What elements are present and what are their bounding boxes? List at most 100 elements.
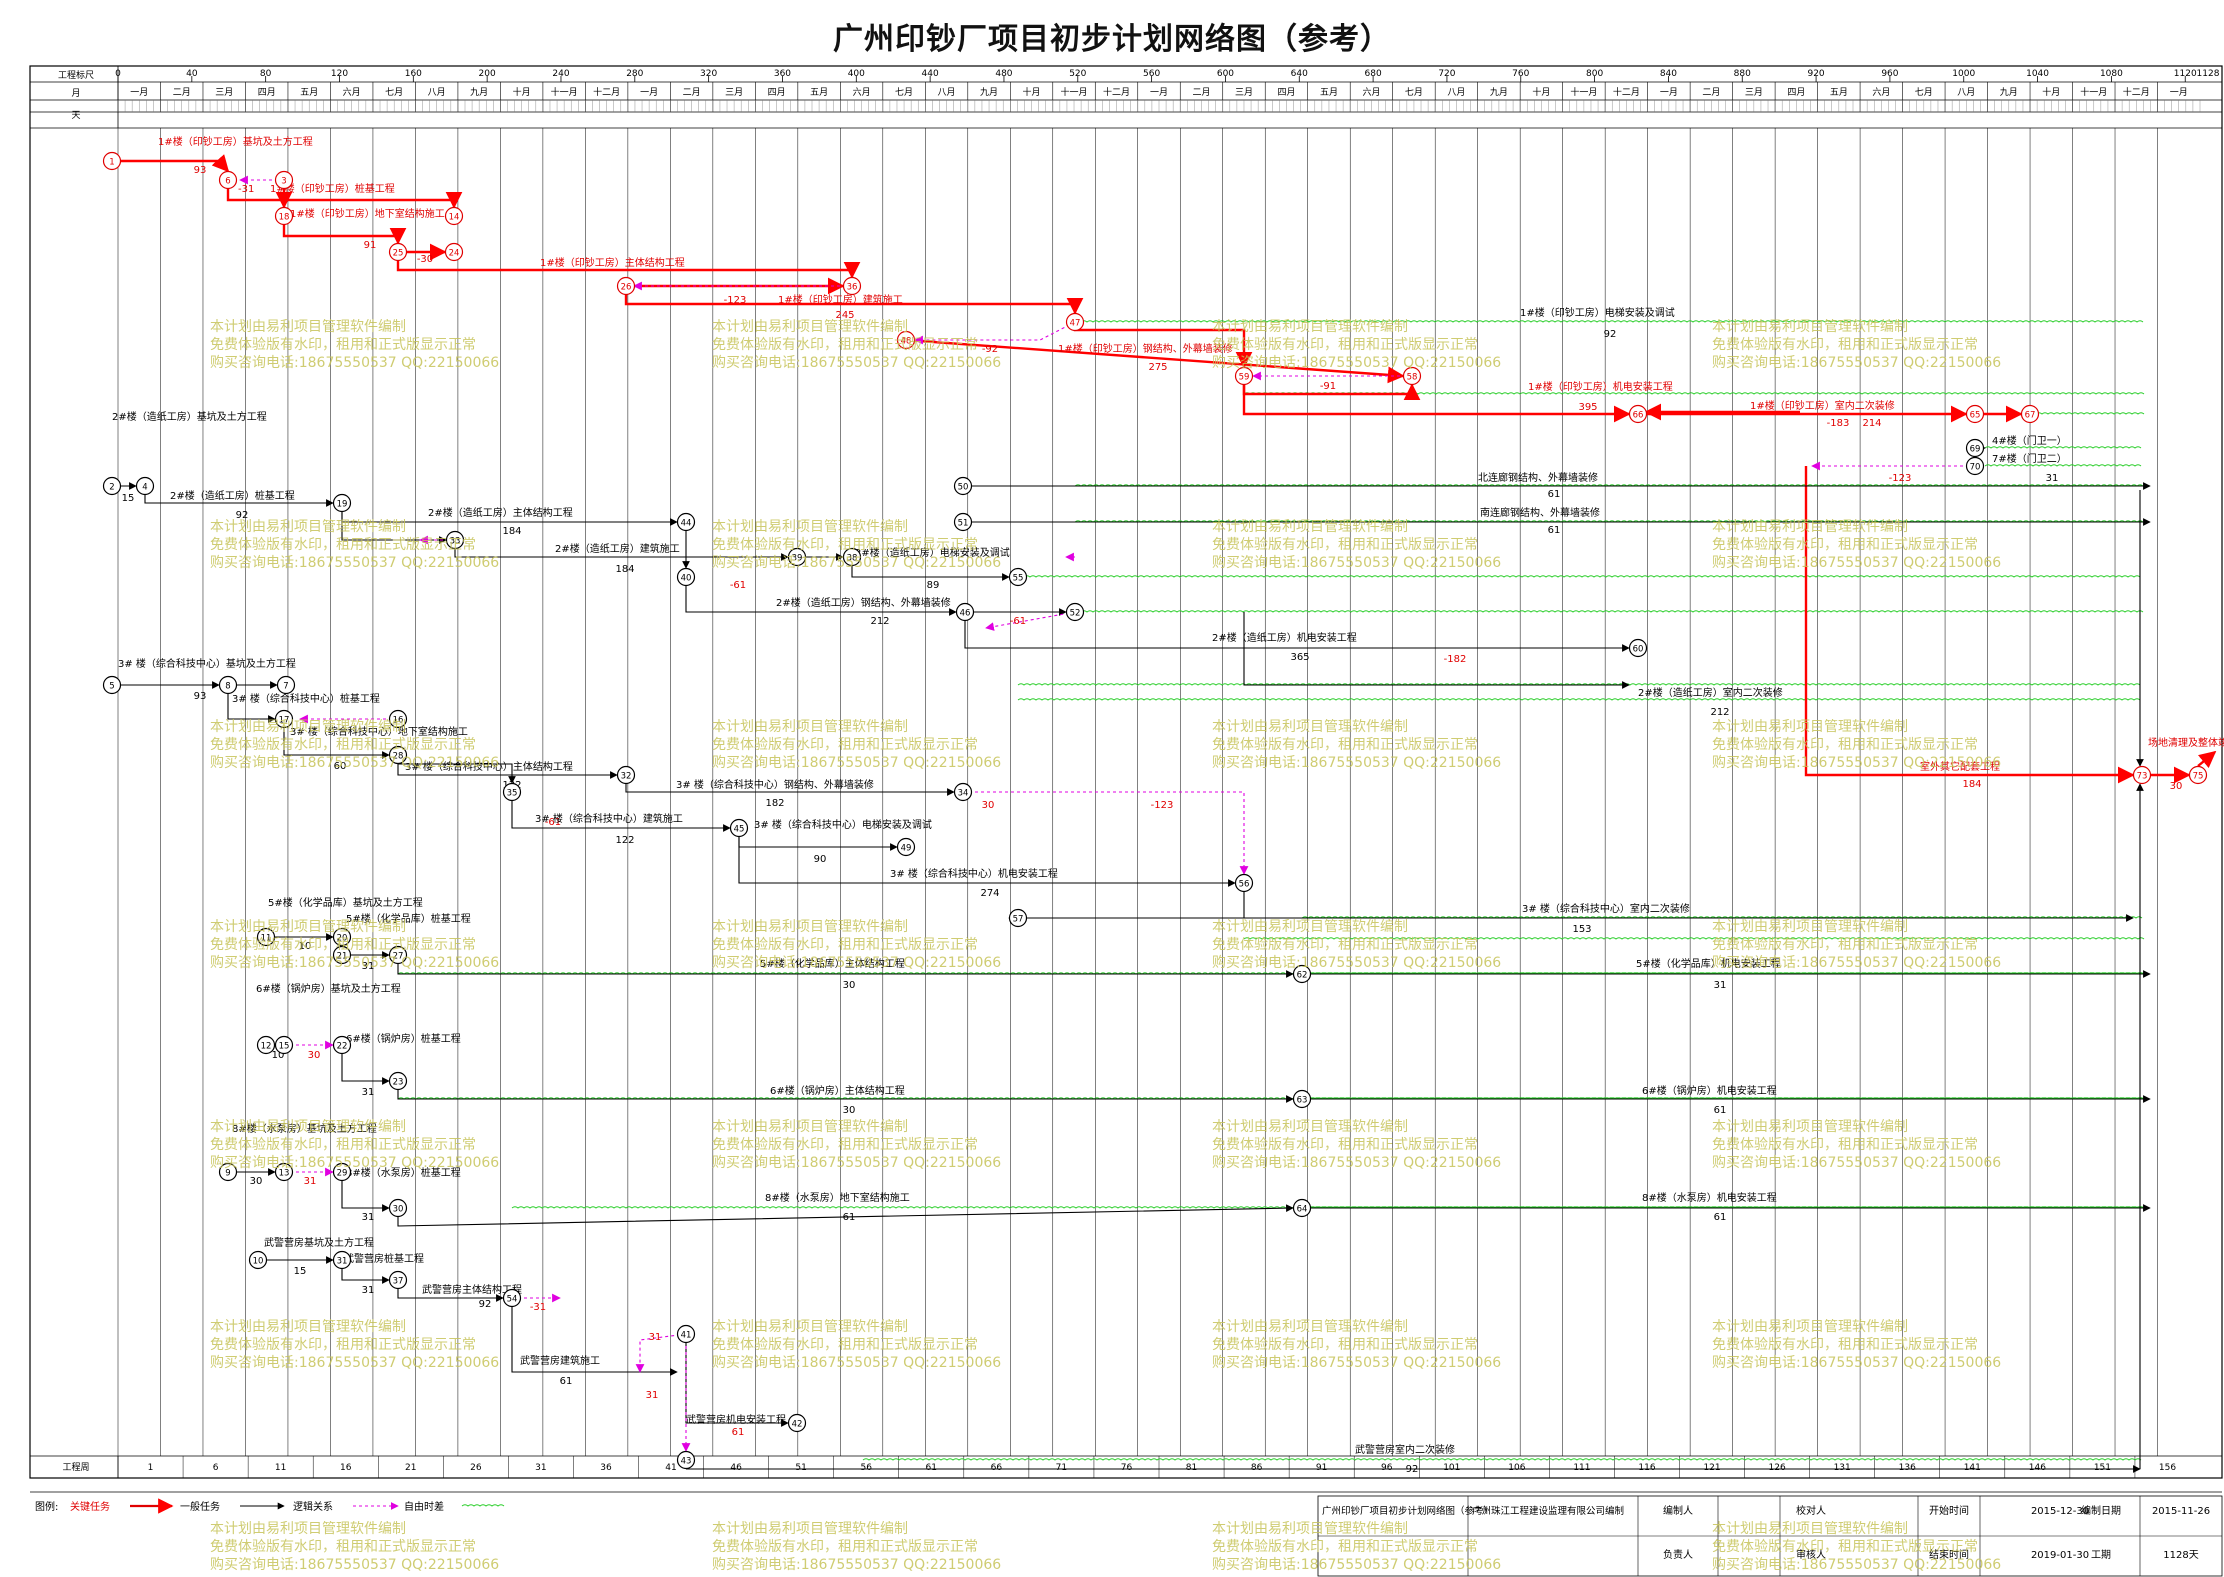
scale-tick-label: 360	[774, 69, 791, 79]
week-cell: 116	[1638, 1463, 1655, 1473]
activity-label: 8#楼（水泵房）桩基工程	[346, 1166, 461, 1179]
activity-label: 武警营房基坑及土方工程	[264, 1236, 374, 1249]
activity-label: 武警营房室内二次装修	[1355, 1443, 1455, 1456]
event-node-number: 27	[393, 952, 404, 962]
week-cell: 156	[2159, 1463, 2176, 1473]
week-cell: 26	[470, 1463, 482, 1473]
event-node-number: 26	[621, 283, 632, 293]
title-block-start-value: 2015-12-30	[2031, 1506, 2089, 1517]
month-label-cell: 三月	[1235, 87, 1253, 98]
float-line	[1984, 446, 2142, 449]
activity-label: 182	[765, 798, 784, 809]
watermark-line: 购买咨询电话:18675550537 QQ:22150066	[210, 1355, 500, 1371]
event-node-circle	[616, 276, 636, 296]
watermark-line: 购买咨询电话:18675550537 QQ:22150066	[712, 1155, 1002, 1171]
event-node-circle	[1065, 312, 1085, 332]
float-line	[1017, 683, 2141, 686]
week-cell: 31	[535, 1463, 546, 1473]
event-node-number: 39	[792, 554, 803, 564]
activity-label: 1#楼（印钞工房）基坑及土方工程	[158, 135, 313, 148]
scale-tick-label: 560	[1143, 69, 1160, 79]
event-node-number: 48	[901, 337, 912, 347]
watermark-line: 购买咨询电话:18675550537 QQ:22150066	[1712, 1557, 2002, 1573]
logic-link	[914, 321, 1076, 345]
activity-label: 30	[843, 980, 856, 991]
activity-label: 89	[927, 580, 940, 591]
watermark-block: 本计划由易利项目管理软件编制 免费体验版有水印，租用和正式版显示正常 购买咨询电话:…	[210, 318, 499, 372]
scale-tick-label: 920	[1807, 69, 1824, 79]
month-label-cell: 一月	[1150, 87, 1168, 98]
scale-tick-label: 120	[331, 69, 348, 79]
activity-label: 3# 楼（综合科技中心）钢结构、外幕墙装修	[676, 778, 874, 791]
week-cell: 106	[1508, 1463, 1525, 1473]
scale-tick-label: 80	[260, 69, 272, 79]
activity-label: 3# 楼（综合科技中心）地下室结构施工	[290, 725, 468, 738]
activity-label: -61	[730, 580, 746, 591]
activity-label: 31	[304, 1176, 317, 1187]
watermark-block: 本计划由易利项目管理软件编制 免费体验版有水印，租用和正式版显示正常 购买咨询电话:…	[1712, 918, 2001, 972]
legend-normal: 一般任务	[180, 1500, 220, 1513]
month-label-cell: 六月	[1362, 86, 1380, 98]
week-cell: 126	[1769, 1463, 1786, 1473]
activity-label: 31	[362, 1087, 375, 1098]
activity-label: -123	[724, 295, 747, 306]
watermark-line: 购买咨询电话:18675550537 QQ:22150066	[1212, 955, 1502, 971]
week-cell: 141	[1964, 1463, 1981, 1473]
activity-label: 61	[1714, 1212, 1727, 1223]
watermark-line: 本计划由易利项目管理软件编制	[1212, 519, 1408, 535]
event-node-number: 65	[1970, 411, 1981, 421]
critical-task	[1242, 385, 1631, 423]
watermark-line: 免费体验版有水印，租用和正式版显示正常	[712, 737, 978, 753]
event-node-circle	[332, 1250, 352, 1270]
month-label-cell: 七月	[895, 87, 913, 98]
month-label-cell: 十一月	[2080, 86, 2107, 98]
activity-label: 2#楼（造纸工房）机电安装工程	[1212, 631, 1357, 644]
watermark-line: 购买咨询电话:18675550537 QQ:22150066	[1212, 1355, 1502, 1371]
watermark-line: 购买咨询电话:18675550537 QQ:22150066	[210, 355, 500, 371]
month-label-cell: 十二月	[2123, 86, 2150, 98]
activity-label: 10	[272, 1050, 285, 1061]
activity-label: 31	[362, 1212, 375, 1223]
watermark-block: 本计划由易利项目管理软件编制 免费体验版有水印，租用和正式版显示正常 购买咨询电话:…	[1712, 718, 2001, 772]
watermark-line: 免费体验版有水印，租用和正式版显示正常	[1212, 1337, 1478, 1353]
normal-task	[341, 1054, 390, 1085]
month-label-cell: 七月	[385, 87, 403, 98]
month-label-cell: 十月	[1023, 86, 1041, 98]
scale-tick-label: 520	[1069, 69, 1086, 79]
scale-end-label: 1128	[2197, 69, 2220, 79]
event-node-number: 47	[1070, 319, 1081, 329]
normal-task	[685, 1343, 789, 1427]
scale-tick-label: 240	[552, 69, 569, 79]
event-node-circle	[332, 1035, 352, 1055]
title-block-duration-label: 工期	[2091, 1549, 2111, 1561]
event-node-circle	[502, 1288, 522, 1308]
activity-label: 31	[1714, 980, 1727, 991]
month-label-cell: 四月	[768, 87, 786, 98]
activity-label: 10	[299, 941, 312, 952]
legend-critical: 关键任务	[70, 1500, 110, 1513]
watermark-line: 免费体验版有水印，租用和正式版显示正常	[210, 937, 476, 953]
event-node-number: 62	[1297, 971, 1308, 981]
normal-task	[397, 1289, 504, 1302]
normal-task	[964, 621, 1630, 652]
activity-label: 15	[122, 493, 135, 504]
float-line	[2029, 412, 2145, 415]
normal-task	[685, 586, 957, 616]
legend-logic: 逻辑关系	[293, 1500, 333, 1513]
watermark-line: 免费体验版有水印，租用和正式版显示正常	[1712, 1137, 1978, 1153]
event-node-circle	[616, 765, 636, 785]
event-node-circle	[953, 512, 973, 532]
scale-tick-label: 760	[1512, 69, 1529, 79]
month-label-cell: 十一月	[1061, 86, 1088, 98]
event-node-circle	[256, 1035, 276, 1055]
watermark-line: 购买咨询电话:18675550537 QQ:22150066	[210, 555, 500, 571]
watermark-line: 免费体验版有水印，租用和正式版显示正常	[1712, 737, 1978, 753]
event-node-number: 31	[337, 1257, 348, 1267]
month-label-cell: 一月	[2170, 87, 2188, 98]
activity-label: -123	[1151, 800, 1174, 811]
normal-task	[227, 694, 276, 723]
watermark-line: 本计划由易利项目管理软件编制	[1212, 1521, 1408, 1537]
logic-link	[635, 1333, 687, 1373]
activity-label: 3# 楼（综合科技中心）基坑及土方工程	[118, 657, 296, 670]
